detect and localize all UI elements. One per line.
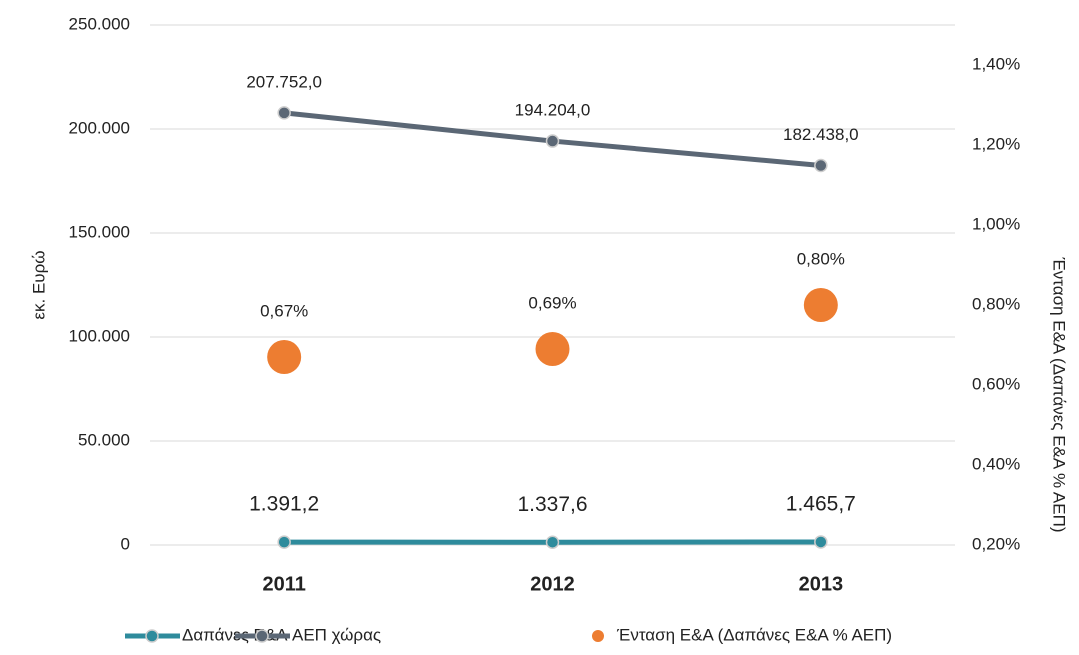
y-tick-label: 150.000 xyxy=(69,222,130,241)
legend-marker xyxy=(145,629,159,643)
legend-marker xyxy=(592,630,604,642)
data-label: 182.438,0 xyxy=(783,125,859,144)
y-tick-label: 50.000 xyxy=(78,430,130,449)
y-tick-label: 200.000 xyxy=(69,118,130,137)
legend-marker xyxy=(255,629,269,643)
data-label: 1.337,6 xyxy=(517,493,587,516)
y2-tick-label: 1,40% xyxy=(972,54,1020,73)
data-label: 0,69% xyxy=(528,293,576,312)
scatter-point xyxy=(803,288,838,322)
data-label: 207.752,0 xyxy=(246,72,322,91)
legend-label: Ένταση Ε&Α (Δαπάνες Ε&Α % ΑΕΠ) xyxy=(616,625,892,644)
line-point xyxy=(545,535,560,549)
data-label: 1.391,2 xyxy=(249,493,319,516)
x-tick-label: 2012 xyxy=(530,573,575,595)
y2-axis-title: Ένταση Ε&Α (Δαπάνες Ε&Α % ΑΕΠ) xyxy=(1050,256,1069,532)
y2-tick-label: 0,40% xyxy=(972,454,1020,473)
data-label: 1.465,7 xyxy=(786,492,856,515)
line-point xyxy=(277,106,291,120)
y-tick-label: 250.000 xyxy=(69,14,130,33)
legend-label: ΑΕΠ χώρας xyxy=(292,625,381,644)
y2-tick-label: 1,20% xyxy=(972,134,1020,153)
y2-tick-label: 1,00% xyxy=(972,214,1020,233)
scatter-point xyxy=(267,340,302,374)
line-point xyxy=(545,134,560,148)
line-point xyxy=(277,535,291,549)
y-axis-title: εκ. Ευρώ xyxy=(29,250,48,319)
data-label: 0,80% xyxy=(797,249,845,268)
x-tick-label: 2013 xyxy=(799,573,844,595)
y2-tick-label: 0,60% xyxy=(972,374,1020,393)
data-label: 0,67% xyxy=(260,301,308,320)
line-point xyxy=(814,158,828,173)
x-tick-label: 2011 xyxy=(262,573,305,595)
data-label: 194.204,0 xyxy=(515,101,591,120)
y-tick-label: 100.000 xyxy=(69,326,130,345)
y2-tick-label: 0,80% xyxy=(972,294,1020,313)
y2-tick-label: 0,20% xyxy=(972,534,1020,553)
line-point xyxy=(814,535,828,549)
y-tick-label: 0 xyxy=(121,534,130,553)
scatter-point xyxy=(535,332,570,366)
